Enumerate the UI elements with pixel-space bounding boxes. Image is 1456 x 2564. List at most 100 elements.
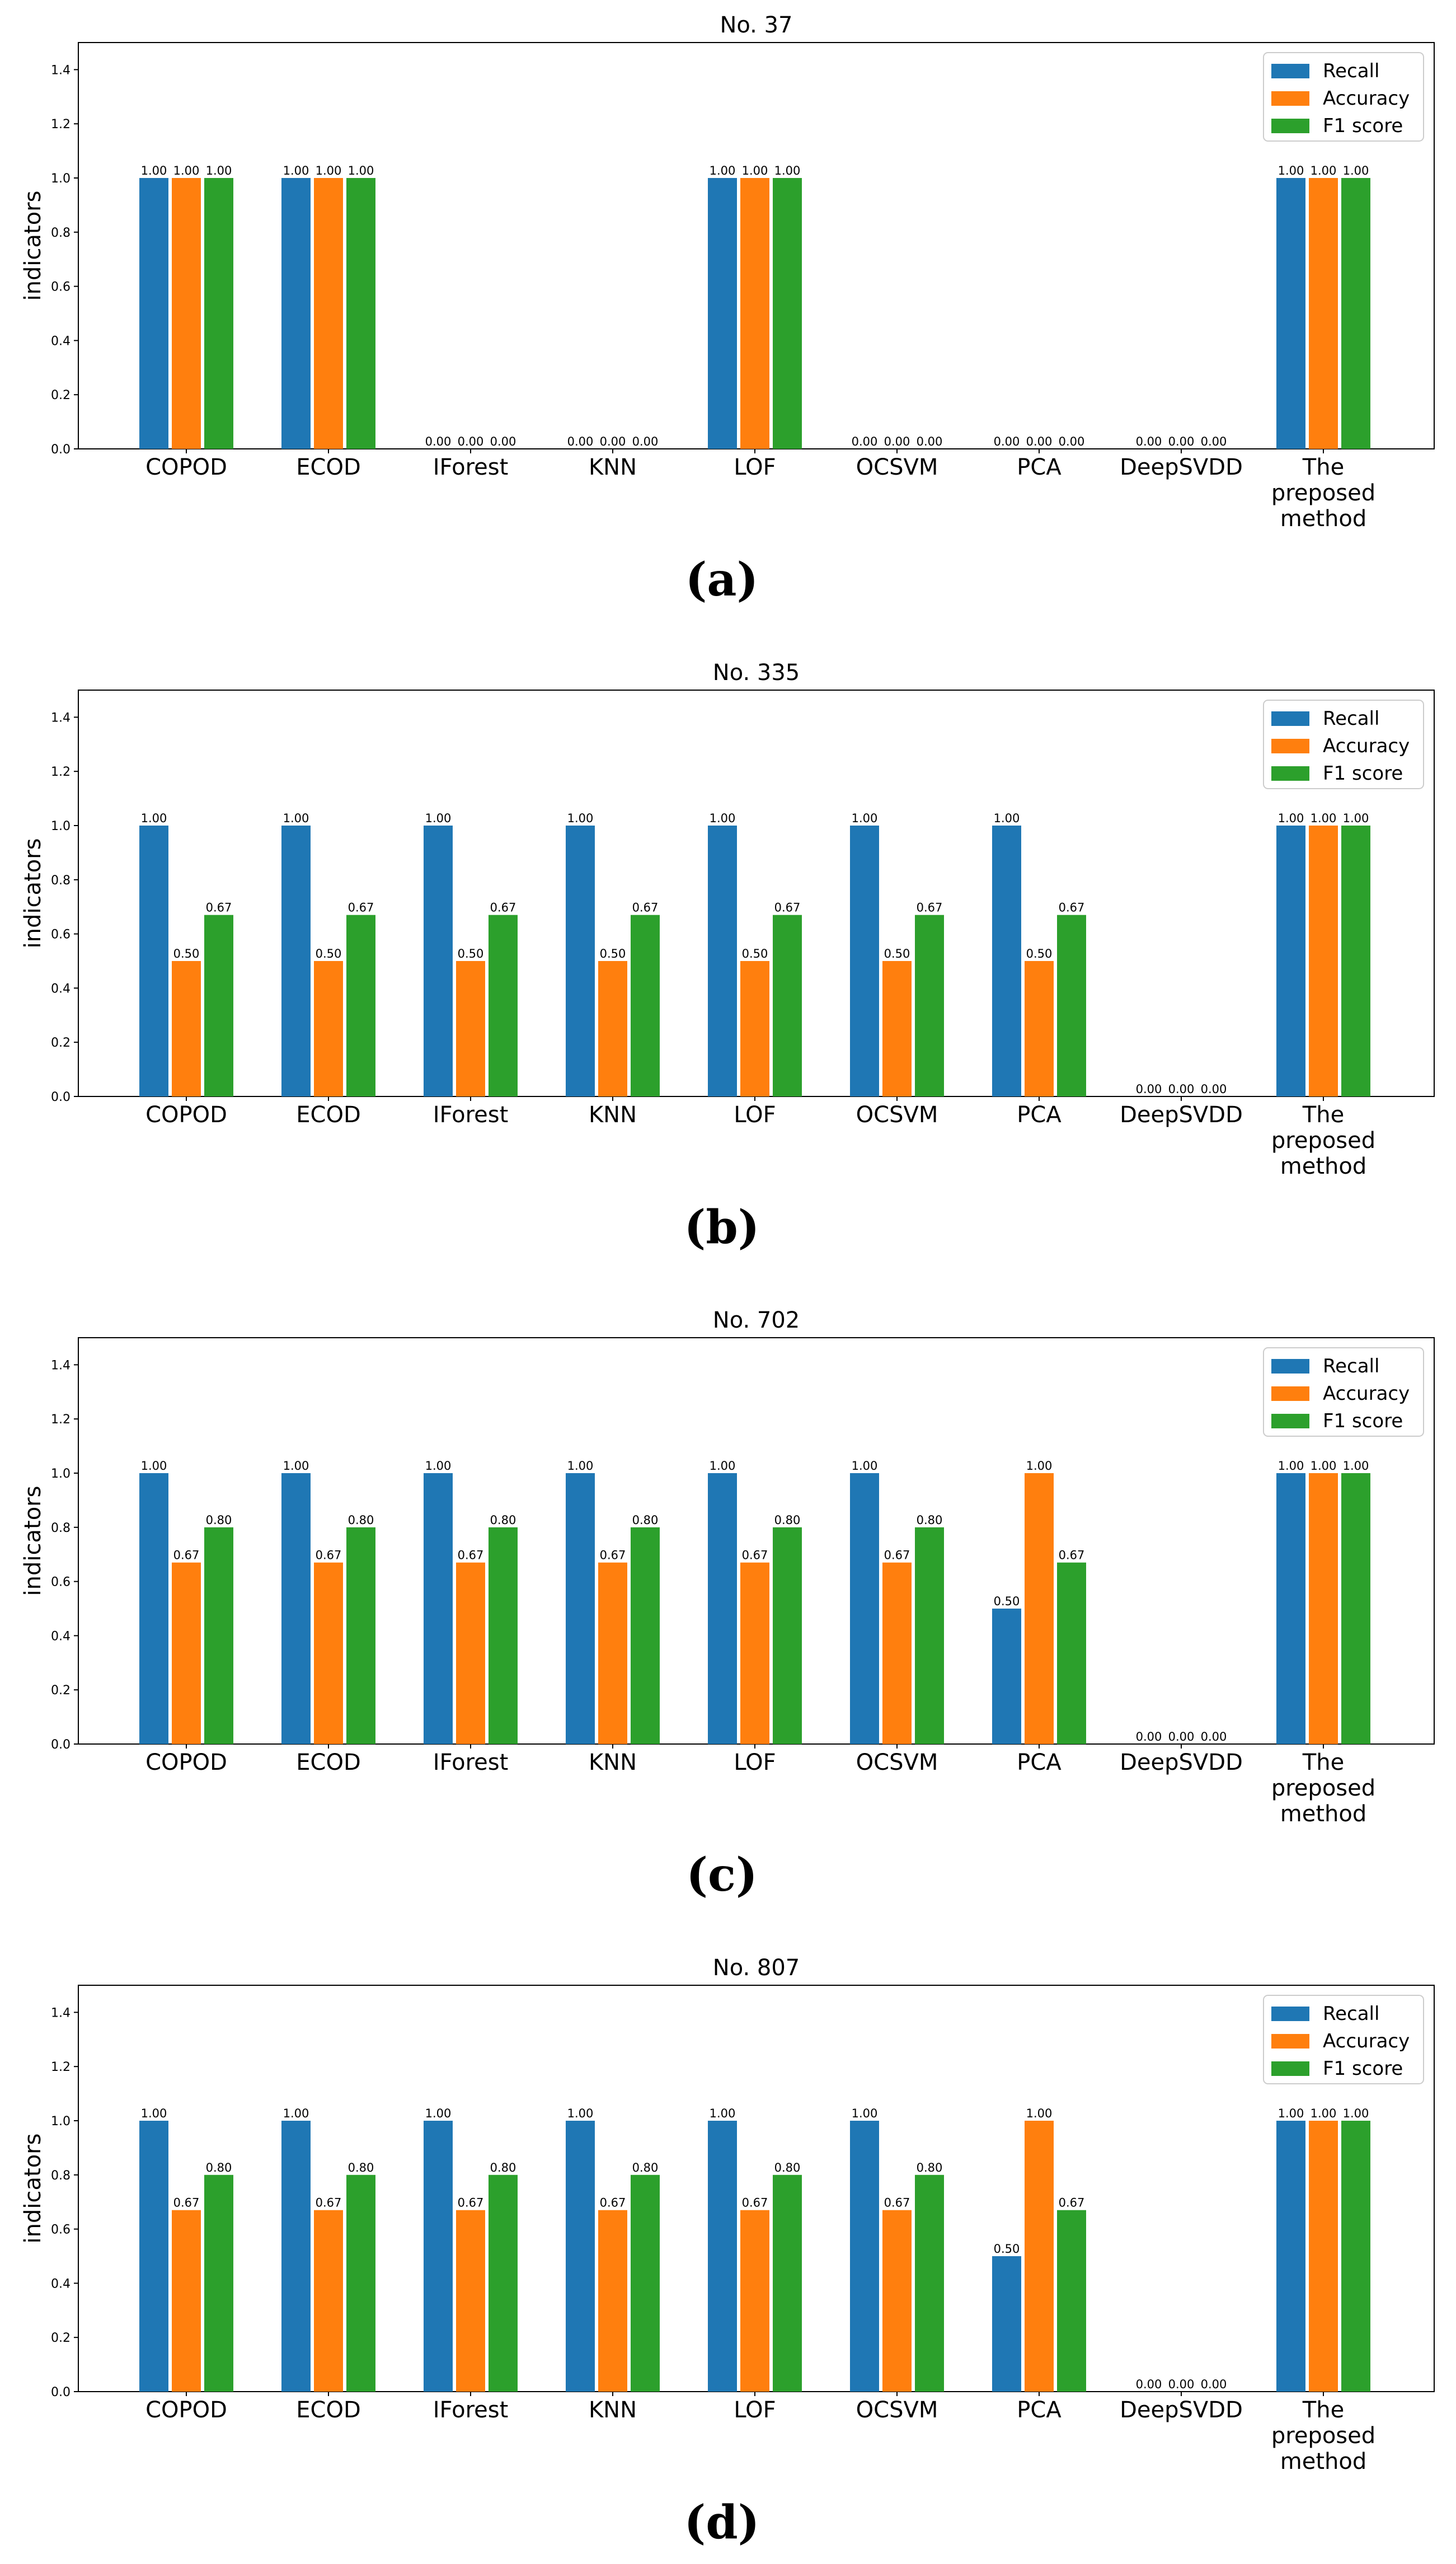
- bar-recall: [424, 826, 453, 1096]
- legend-swatch: [1271, 766, 1309, 781]
- bar-f1-score: [631, 915, 660, 1096]
- bar-recall: [281, 178, 311, 449]
- bar-f1-score: [1341, 2121, 1370, 2392]
- x-tick-label: OCSVM: [856, 1102, 938, 1128]
- data-label: 0.67: [917, 901, 943, 915]
- data-label: 0.00: [917, 435, 943, 448]
- bar-f1-score: [204, 178, 233, 449]
- data-label: 0.00: [852, 435, 878, 448]
- data-label: 1.00: [567, 2107, 594, 2120]
- data-label: 0.00: [632, 435, 659, 448]
- y-tick-label: 1.4: [51, 63, 71, 77]
- bar-accuracy: [740, 2210, 769, 2392]
- y-tick-label: 0.4: [51, 334, 71, 348]
- data-label: 0.67: [1059, 2196, 1085, 2210]
- bar-accuracy: [172, 178, 201, 449]
- bar-recall: [850, 1473, 879, 1744]
- x-tick-label: ECOD: [296, 454, 361, 480]
- data-label: 0.00: [1136, 2378, 1162, 2391]
- legend-swatch: [1271, 119, 1309, 133]
- data-label: 1.00: [283, 2107, 309, 2120]
- data-label: 0.80: [917, 1513, 943, 1527]
- bar-accuracy: [314, 2210, 343, 2392]
- legend-swatch: [1271, 1359, 1309, 1374]
- data-label: 1.00: [1343, 2107, 1369, 2120]
- data-label: 0.00: [1168, 2378, 1195, 2391]
- data-label: 0.80: [632, 2161, 659, 2174]
- bar-f1-score: [1341, 826, 1370, 1096]
- y-tick-label: 0.0: [51, 443, 71, 457]
- data-label: 0.80: [348, 2161, 374, 2174]
- data-label: 0.00: [458, 435, 484, 448]
- data-label: 0.67: [173, 1549, 200, 1562]
- bar-f1-score: [204, 2174, 233, 2392]
- y-tick-label: 1.2: [51, 118, 71, 132]
- bar-recall: [992, 1609, 1021, 1744]
- legend-label: Recall: [1323, 60, 1379, 82]
- data-label: 0.50: [994, 2242, 1020, 2256]
- bar-accuracy: [1309, 1473, 1338, 1744]
- bar-recall: [139, 826, 168, 1096]
- y-tick-label: 0.6: [51, 928, 71, 942]
- legend-label: F1 score: [1323, 762, 1403, 785]
- y-tick-label: 0.8: [51, 2169, 71, 2183]
- y-tick-label: 0.0: [51, 1090, 71, 1104]
- bar-f1-score: [489, 915, 518, 1096]
- bar-accuracy: [314, 1562, 343, 1744]
- legend-swatch: [1271, 1386, 1309, 1401]
- x-tick-label: DeepSVDD: [1120, 454, 1243, 480]
- bar-accuracy: [882, 2210, 912, 2392]
- data-label: 1.00: [1343, 812, 1369, 825]
- bar-f1-score: [773, 915, 802, 1096]
- x-tick-label: KNN: [589, 2397, 637, 2423]
- data-label: 1.00: [1311, 164, 1337, 177]
- bar-f1-score: [915, 1527, 944, 1744]
- data-label: 0.67: [632, 901, 659, 915]
- bar-accuracy: [598, 2210, 627, 2392]
- chart-panel-1: No. 37 0.0 0.2 0.4 0.6 0.8 1.0 1.2 1.4 indicators…: [20, 12, 1435, 607]
- x-tick-label: IForest: [433, 1102, 509, 1128]
- bar-accuracy: [598, 961, 627, 1096]
- bar-recall: [139, 2121, 168, 2392]
- bar-accuracy: [740, 178, 769, 449]
- chart-panel-4: No. 807 0.0 0.2 0.4 0.6 0.8 1.0 1.2 1.4 indicator…: [20, 1955, 1435, 2549]
- data-label: 1.00: [348, 164, 374, 177]
- bar-recall: [424, 1473, 453, 1744]
- data-label: 1.00: [283, 1459, 309, 1473]
- legend-swatch: [1271, 64, 1309, 78]
- x-tick-label: OCSVM: [856, 1750, 938, 1775]
- legend-swatch: [1271, 2061, 1309, 2076]
- bar-recall: [708, 178, 737, 449]
- data-label: 1.00: [852, 2107, 878, 2120]
- data-label: 1.00: [283, 812, 309, 825]
- data-label: 1.00: [206, 164, 232, 177]
- legend-swatch: [1271, 2007, 1309, 2021]
- legend-label: Accuracy: [1323, 87, 1410, 110]
- y-tick-label: 0.2: [51, 388, 71, 402]
- bar-f1-score: [773, 2174, 802, 2392]
- data-label: 1.00: [1343, 164, 1369, 177]
- chart-title: No. 335: [713, 660, 800, 686]
- y-tick-label: 0.6: [51, 1576, 71, 1590]
- bar-accuracy: [172, 1562, 201, 1744]
- x-tick-label: OCSVM: [856, 454, 938, 480]
- legend-swatch: [1271, 91, 1309, 106]
- legend-swatch: [1271, 711, 1309, 726]
- chart-title: No. 37: [720, 12, 792, 38]
- y-tick-label: 1.0: [51, 172, 71, 186]
- bar-recall: [850, 2121, 879, 2392]
- bar-f1-score: [773, 1527, 802, 1744]
- data-label: 0.67: [458, 2196, 484, 2210]
- bar-recall: [1276, 178, 1305, 449]
- data-label: 1.00: [141, 164, 167, 177]
- bar-accuracy: [740, 1562, 769, 1744]
- bar-recall: [566, 1473, 595, 1744]
- chart-panel-3: No. 702 0.0 0.2 0.4 0.6 0.8 1.0 1.2 1.4 indicator…: [20, 1307, 1435, 1902]
- x-tick-label: The preposed method: [1271, 2397, 1375, 2474]
- y-tick-label: 0.6: [51, 2223, 71, 2237]
- data-label: 0.00: [1201, 1082, 1227, 1096]
- bar-f1-score: [346, 915, 375, 1096]
- data-label: 1.00: [710, 164, 736, 177]
- y-tick-label: 1.0: [51, 819, 71, 833]
- x-tick-label: LOF: [734, 2397, 776, 2423]
